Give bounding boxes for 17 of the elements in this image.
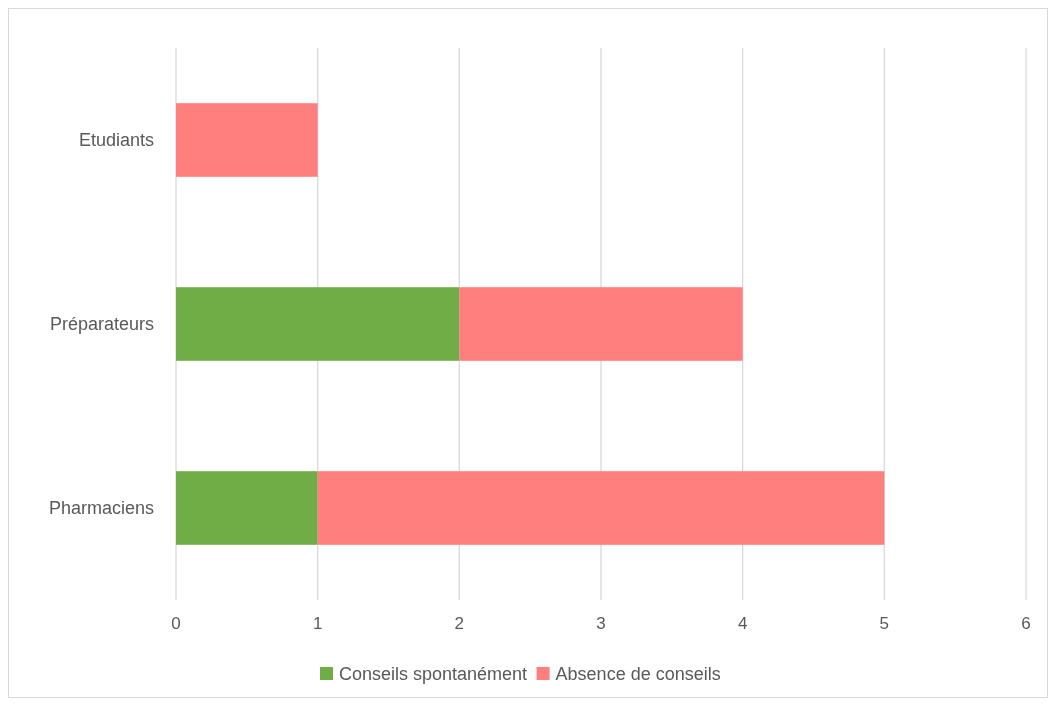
bar (176, 287, 460, 361)
legend-label: Absence de conseils (555, 664, 721, 684)
x-tick-label: 0 (171, 614, 181, 633)
bar (176, 103, 318, 177)
y-tick-label: Préparateurs (49, 314, 154, 334)
x-tick-label: 4 (737, 614, 748, 633)
x-tick-label: 3 (596, 614, 606, 633)
x-tick-label: 5 (879, 614, 890, 633)
legend-label: Conseils spontanément (339, 664, 528, 684)
bar (176, 471, 318, 545)
bar (317, 471, 885, 545)
x-tick-label: 1 (312, 614, 323, 633)
y-tick-label: Etudiants (78, 130, 154, 150)
bar (459, 287, 743, 361)
x-tick-label: 6 (1021, 614, 1031, 633)
y-tick-label: Pharmaciens (48, 498, 154, 518)
x-tick-label: 2 (454, 614, 465, 633)
